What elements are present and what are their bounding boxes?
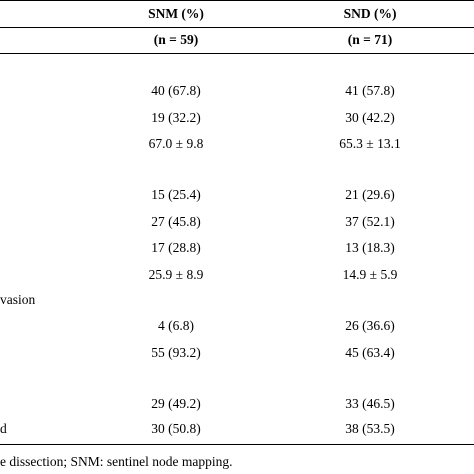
column-header-snd: SND (%) [343, 6, 397, 21]
table-bottom-rule [0, 444, 474, 445]
table-cell-snm: 19 (32.2) [151, 110, 201, 125]
table-cell-snm: 30 (50.8) [151, 421, 201, 436]
table-cell-snm: 4 (6.8) [158, 318, 194, 333]
table-cell-snm: 67.0 ± 9.8 [148, 136, 204, 151]
table-footnote: e dissection; SNM: sentinel node mapping… [0, 454, 233, 469]
table-cell-snm: 40 (67.8) [151, 83, 201, 98]
table-cell-snm: 17 (28.8) [151, 240, 201, 255]
table-cell-snm: 25.9 ± 8.9 [148, 267, 204, 282]
table-cell-snd: 37 (52.1) [345, 214, 395, 229]
header-mid-rule [0, 27, 474, 28]
row-label: d [0, 421, 7, 436]
table-cell-snd: 13 (18.3) [345, 240, 395, 255]
table-cell-snm: 55 (93.2) [151, 345, 201, 360]
table-cell-snd: 45 (63.4) [345, 345, 395, 360]
table-cell-snd: 38 (53.5) [345, 421, 395, 436]
table-cell-snd: 26 (36.6) [345, 318, 395, 333]
table-cell-snm: 27 (45.8) [151, 214, 201, 229]
table-cell-snm: 29 (49.2) [151, 396, 201, 411]
row-label: vasion [0, 292, 36, 307]
table-cell-snd: 21 (29.6) [345, 187, 395, 202]
table-top-rule [0, 0, 474, 1]
column-n-snd: (n = 71) [347, 32, 393, 47]
table-cell-snm: 15 (25.4) [151, 187, 201, 202]
table-cell-snd: 33 (46.5) [345, 396, 395, 411]
column-header-snm: SNM (%) [148, 6, 204, 21]
table-cell-snd: 41 (57.8) [345, 83, 395, 98]
table-cell-snd: 14.9 ± 5.9 [342, 267, 398, 282]
column-n-snm: (n = 59) [153, 32, 199, 47]
header-bottom-rule [0, 53, 474, 54]
table-cell-snd: 30 (42.2) [345, 110, 395, 125]
table-cell-snd: 65.3 ± 13.1 [339, 136, 401, 151]
